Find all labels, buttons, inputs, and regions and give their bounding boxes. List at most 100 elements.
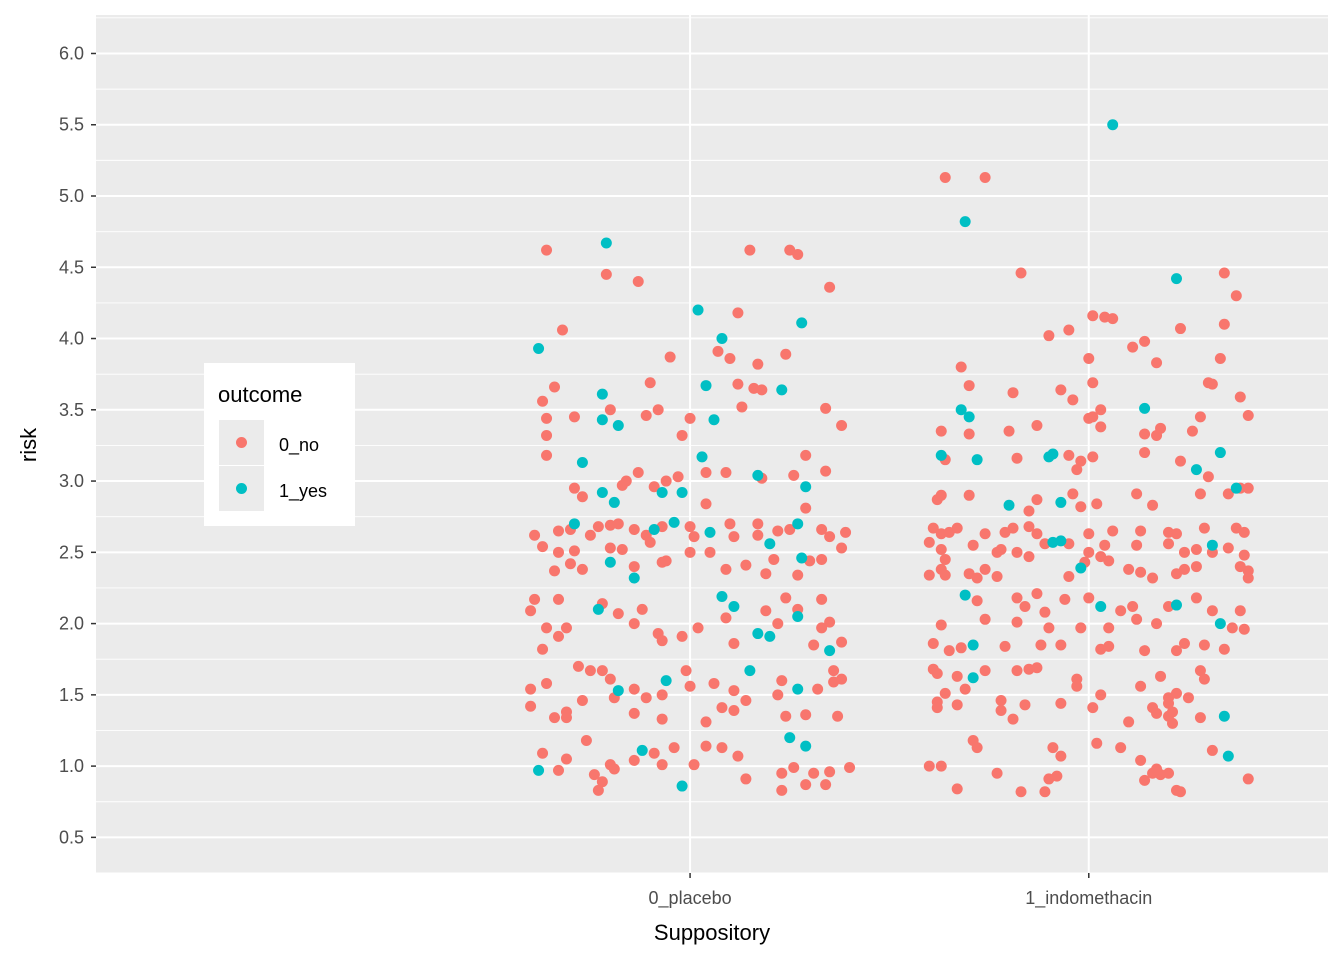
- point-0_no: [1139, 335, 1151, 347]
- point-0_no: [832, 710, 844, 722]
- point-1_yes: [1095, 600, 1107, 612]
- point-0_no: [991, 571, 1003, 583]
- point-0_no: [552, 593, 564, 605]
- point-0_no: [1242, 482, 1254, 494]
- point-0_no: [572, 660, 584, 672]
- point-0_no: [1194, 488, 1206, 500]
- point-0_no: [1151, 618, 1163, 630]
- point-1_yes: [1047, 448, 1059, 460]
- point-0_no: [525, 605, 537, 617]
- point-1_yes: [784, 732, 796, 744]
- point-0_no: [1031, 494, 1043, 506]
- point-0_no: [584, 665, 596, 677]
- point-1_yes: [764, 630, 776, 642]
- point-1_yes: [1222, 750, 1234, 762]
- point-0_no: [824, 616, 836, 628]
- point-0_no: [628, 524, 640, 536]
- point-0_no: [971, 595, 983, 607]
- point-0_no: [537, 541, 549, 553]
- point-0_no: [959, 683, 971, 695]
- point-0_no: [1194, 665, 1206, 677]
- legend-dot-1_yes: [236, 483, 247, 494]
- point-0_no: [1139, 428, 1151, 440]
- point-0_no: [788, 469, 800, 481]
- point-0_no: [1019, 600, 1031, 612]
- point-0_no: [828, 665, 840, 677]
- point-0_no: [999, 640, 1011, 652]
- point-0_no: [568, 545, 580, 557]
- point-0_no: [541, 429, 553, 441]
- point-0_no: [1067, 488, 1079, 500]
- point-0_no: [1155, 422, 1167, 434]
- point-0_no: [1043, 622, 1055, 634]
- point-1_yes: [700, 380, 712, 392]
- point-0_no: [951, 670, 963, 682]
- point-0_no: [844, 762, 856, 774]
- point-0_no: [1055, 697, 1067, 709]
- point-0_no: [668, 742, 680, 754]
- point-1_yes: [533, 764, 545, 776]
- point-1_yes: [716, 591, 728, 603]
- point-0_no: [927, 522, 939, 534]
- point-0_no: [800, 709, 812, 721]
- point-0_no: [1115, 605, 1127, 617]
- point-0_no: [684, 521, 696, 533]
- legend-label-1_yes: 1_yes: [279, 481, 327, 502]
- point-1_yes: [796, 317, 808, 329]
- point-0_no: [1063, 449, 1075, 461]
- point-1_yes: [792, 683, 804, 695]
- point-0_no: [1007, 713, 1019, 725]
- point-0_no: [955, 361, 967, 373]
- point-1_yes: [824, 645, 836, 657]
- point-0_no: [1015, 267, 1027, 279]
- point-0_no: [824, 281, 836, 293]
- point-0_no: [1135, 525, 1147, 537]
- point-0_no: [604, 404, 616, 416]
- point-1_yes: [967, 672, 979, 684]
- point-0_no: [1198, 522, 1210, 534]
- point-0_no: [700, 740, 712, 752]
- point-0_no: [684, 412, 696, 424]
- point-0_no: [1059, 593, 1071, 605]
- point-0_no: [1151, 707, 1163, 719]
- point-1_yes: [1206, 539, 1218, 551]
- point-0_no: [1075, 622, 1087, 634]
- point-0_no: [1087, 702, 1099, 714]
- point-0_no: [1039, 786, 1051, 798]
- point-0_no: [1222, 542, 1234, 554]
- point-0_no: [1115, 742, 1127, 754]
- point-0_no: [1163, 538, 1175, 550]
- point-0_no: [1174, 455, 1186, 467]
- point-0_no: [1147, 572, 1159, 584]
- point-0_no: [935, 489, 947, 501]
- point-0_no: [1170, 645, 1182, 657]
- point-1_yes: [716, 333, 728, 345]
- point-0_no: [529, 593, 541, 605]
- point-0_no: [1071, 680, 1083, 692]
- point-0_no: [632, 467, 644, 479]
- point-0_no: [816, 622, 828, 634]
- point-0_no: [537, 643, 549, 655]
- point-0_no: [1163, 697, 1175, 709]
- point-0_no: [724, 352, 736, 364]
- point-0_no: [963, 380, 975, 392]
- point-0_no: [664, 351, 676, 363]
- point-0_no: [592, 521, 604, 533]
- point-0_no: [1202, 471, 1214, 483]
- y-axis-label: risk: [16, 427, 41, 462]
- point-0_no: [752, 358, 764, 370]
- point-1_yes: [596, 388, 608, 400]
- point-0_no: [1226, 622, 1238, 634]
- point-0_no: [756, 384, 768, 396]
- point-0_no: [1238, 526, 1250, 538]
- point-0_no: [1067, 394, 1079, 406]
- point-0_no: [955, 642, 967, 654]
- point-0_no: [792, 248, 804, 260]
- y-tick-label: 3.5: [59, 400, 84, 420]
- y-tick-label: 3.0: [59, 471, 84, 491]
- point-0_no: [1087, 377, 1099, 389]
- point-0_no: [564, 558, 576, 570]
- point-0_no: [1107, 313, 1119, 325]
- point-1_yes: [676, 780, 688, 792]
- point-0_no: [1031, 528, 1043, 540]
